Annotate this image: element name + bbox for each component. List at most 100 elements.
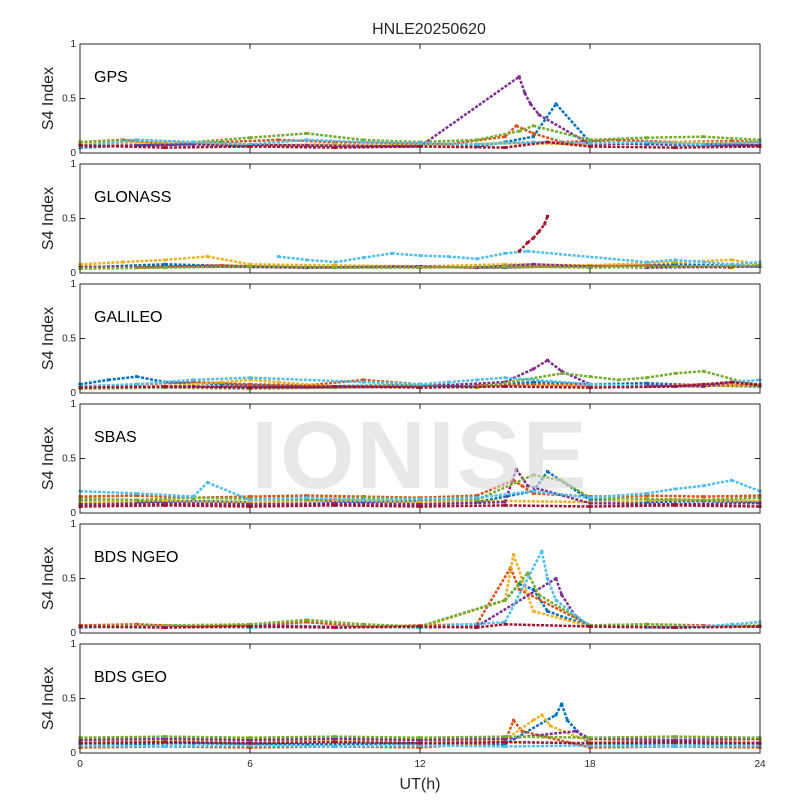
data-trace bbox=[589, 498, 676, 504]
data-trace bbox=[79, 385, 166, 389]
data-trace bbox=[79, 383, 137, 388]
data-trace bbox=[504, 623, 591, 628]
data-trace bbox=[589, 737, 676, 742]
data-trace bbox=[674, 504, 761, 508]
data-trace bbox=[674, 264, 761, 268]
data-trace bbox=[589, 623, 647, 627]
data-trace bbox=[221, 378, 251, 384]
data-trace bbox=[504, 385, 591, 389]
series-red bbox=[78, 740, 762, 745]
data-point bbox=[730, 266, 734, 270]
plot-area bbox=[80, 644, 760, 753]
series-purple bbox=[78, 729, 762, 742]
data-trace bbox=[475, 566, 512, 625]
y-axis-label: S4 Index bbox=[40, 307, 57, 370]
data-trace bbox=[504, 140, 548, 149]
data-trace bbox=[306, 741, 421, 746]
y-tick-label: 0.5 bbox=[62, 694, 76, 705]
data-trace bbox=[164, 625, 251, 629]
data-trace bbox=[555, 103, 591, 143]
panel-sbas: 0 0.5 1 S4 Index SBAS bbox=[40, 399, 762, 519]
data-trace bbox=[334, 740, 421, 745]
data-trace bbox=[504, 376, 591, 386]
data-trace bbox=[108, 375, 137, 382]
data-trace bbox=[589, 385, 676, 389]
data-trace bbox=[575, 730, 591, 740]
data-trace bbox=[703, 135, 761, 142]
data-trace bbox=[703, 140, 761, 146]
data-trace bbox=[504, 249, 528, 255]
x-tick-label: 6 bbox=[247, 759, 253, 770]
data-trace bbox=[589, 260, 676, 267]
y-axis-label: S4 Index bbox=[40, 427, 57, 490]
data-trace bbox=[526, 237, 535, 244]
data-trace bbox=[646, 135, 704, 139]
data-trace bbox=[504, 135, 534, 144]
data-trace bbox=[674, 258, 704, 264]
data-trace bbox=[363, 140, 421, 145]
data-trace bbox=[306, 144, 421, 148]
data-trace bbox=[589, 140, 647, 145]
data-trace bbox=[504, 735, 591, 739]
y-tick-label: 1 bbox=[70, 399, 76, 410]
data-trace bbox=[164, 145, 251, 149]
data-trace bbox=[419, 265, 506, 269]
data-trace bbox=[278, 380, 336, 388]
panel-label: SBAS bbox=[94, 429, 137, 446]
data-trace bbox=[334, 145, 421, 149]
data-trace bbox=[532, 609, 591, 628]
data-trace bbox=[532, 470, 549, 492]
data-trace bbox=[363, 252, 392, 259]
data-trace bbox=[646, 494, 704, 498]
data-trace bbox=[476, 140, 534, 146]
data-trace bbox=[249, 625, 336, 629]
data-trace bbox=[249, 385, 336, 389]
y-tick-label: 0.5 bbox=[62, 94, 76, 105]
data-trace bbox=[79, 499, 166, 504]
data-trace bbox=[549, 724, 591, 744]
data-trace bbox=[503, 554, 515, 601]
panel-label: GALILEO bbox=[94, 309, 162, 326]
series-red bbox=[517, 214, 549, 253]
data-trace bbox=[79, 740, 166, 745]
data-trace bbox=[249, 376, 364, 384]
data-trace bbox=[674, 369, 704, 375]
y-tick-label: 0 bbox=[70, 148, 76, 159]
panel-label: GPS bbox=[94, 69, 128, 86]
data-trace bbox=[306, 496, 364, 502]
data-trace bbox=[476, 489, 534, 499]
data-trace bbox=[249, 138, 307, 146]
data-trace bbox=[512, 479, 523, 487]
data-trace bbox=[533, 489, 591, 499]
data-trace bbox=[164, 499, 251, 504]
data-trace bbox=[731, 479, 761, 493]
data-trace bbox=[207, 481, 251, 502]
y-tick-label: 0 bbox=[70, 268, 76, 279]
data-trace bbox=[419, 145, 506, 149]
data-trace bbox=[476, 129, 520, 142]
data-trace bbox=[504, 713, 557, 746]
data-trace bbox=[249, 504, 336, 508]
series-cyan bbox=[78, 376, 762, 388]
data-trace bbox=[561, 372, 591, 378]
data-trace bbox=[589, 504, 676, 508]
data-trace bbox=[589, 501, 676, 506]
data-trace bbox=[533, 263, 591, 268]
data-trace bbox=[278, 255, 307, 262]
panels: 0 0.5 1 S4 Index GPS 0 0.5 1 S4 Index GLONASS 0 0.5… bbox=[40, 39, 766, 770]
data-trace bbox=[193, 140, 251, 146]
data-trace bbox=[532, 124, 591, 142]
data-trace bbox=[703, 479, 732, 488]
data-trace bbox=[79, 625, 166, 629]
y-axis-label: S4 Index bbox=[40, 187, 57, 250]
series-red bbox=[78, 622, 762, 629]
panel-glonass: 0 0.5 1 S4 Index GLONASS bbox=[40, 159, 762, 279]
data-trace bbox=[122, 258, 166, 264]
data-trace bbox=[164, 737, 251, 742]
data-trace bbox=[589, 375, 619, 382]
data-trace bbox=[674, 740, 761, 745]
data-trace bbox=[249, 501, 336, 506]
data-trace bbox=[334, 501, 421, 506]
data-trace bbox=[249, 494, 307, 498]
data-trace bbox=[79, 260, 123, 266]
